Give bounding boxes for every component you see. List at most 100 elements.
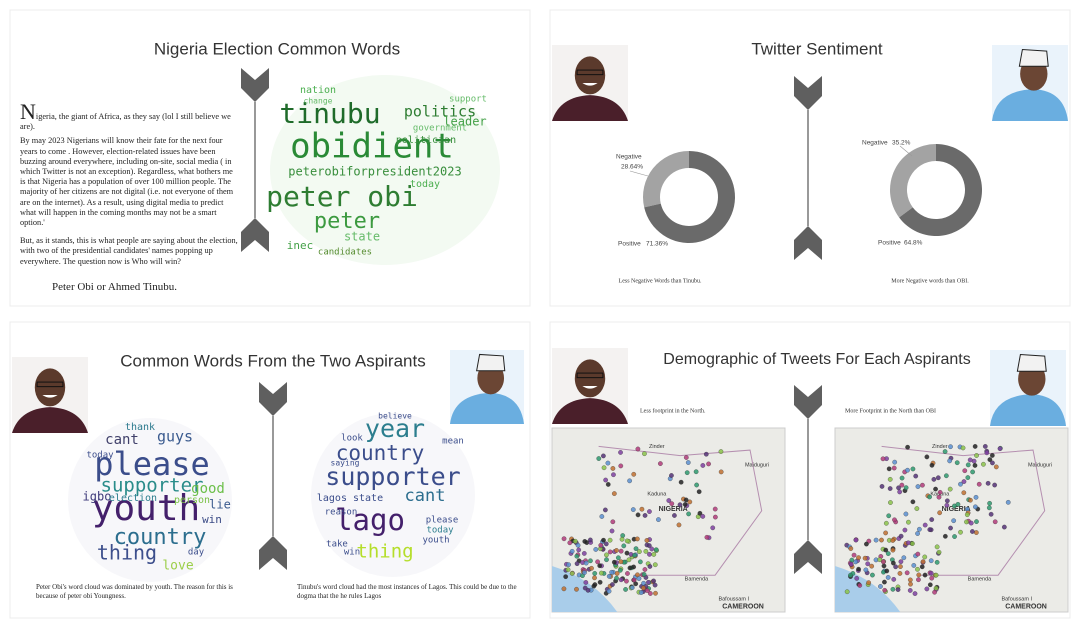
slice-label: 71.36% <box>646 241 668 248</box>
tweet-dot <box>890 538 896 543</box>
tweet-dot <box>651 552 657 557</box>
tweet-dot <box>976 481 982 487</box>
tweet-dot <box>865 561 871 567</box>
leader <box>899 145 913 157</box>
tweet-dot <box>638 590 644 595</box>
tweet-dot <box>617 567 623 573</box>
tweet-dot <box>928 570 934 576</box>
tweet-dot <box>913 473 919 479</box>
tweet-dot <box>844 589 850 595</box>
cloud-word: thing <box>356 541 413 563</box>
tweet-dot <box>896 485 901 491</box>
cloud-word: take <box>326 540 348 550</box>
tweet-dot <box>706 461 711 467</box>
donut-slice <box>890 143 936 218</box>
tweet-dot <box>883 530 888 536</box>
tweet-dot <box>974 453 979 458</box>
portrait-face <box>574 56 606 95</box>
tweet-dot <box>610 519 616 525</box>
tweet-dot <box>961 479 967 484</box>
caption: Peter Obi's word cloud was dominated by … <box>36 583 233 600</box>
chevron <box>794 385 822 419</box>
tweet-dot <box>601 537 606 543</box>
tweet-dot <box>862 555 868 561</box>
tweet-dot <box>645 580 651 585</box>
map-note: Less footprint in the North. <box>640 407 706 414</box>
tweet-dot <box>588 537 593 543</box>
tweet-dot <box>658 461 663 466</box>
tweet-dot <box>951 518 957 524</box>
tweet-dot <box>891 465 897 471</box>
paragraph: But, as it stands, this is what people a… <box>20 236 238 266</box>
tweet-dot <box>631 471 637 477</box>
tweet-dot <box>931 477 937 482</box>
place: Bafoussam I <box>718 597 749 603</box>
portrait-body <box>990 394 1066 426</box>
cloud-word: cant <box>105 432 139 448</box>
map-note: More Footprint in the North than OBI <box>845 408 936 414</box>
tweet-dot <box>967 457 973 463</box>
tweet-dot <box>574 561 580 566</box>
tweet-dot <box>892 517 897 523</box>
cloud-word: win <box>344 548 360 558</box>
tweet-dot <box>986 505 992 511</box>
cloud-word: peter <box>314 209 380 234</box>
cloud-word: lago <box>335 503 405 537</box>
cloud-word: please <box>426 516 459 526</box>
tweet-dot <box>853 559 859 565</box>
tweet-dot <box>623 587 628 592</box>
chevron <box>241 68 269 102</box>
tweet-dot <box>910 541 915 546</box>
place: Maiduguri <box>745 462 769 468</box>
tweet-dot <box>970 529 975 534</box>
tweet-dot <box>649 546 655 552</box>
cloud-word: today <box>410 179 440 190</box>
tweet-dot <box>696 489 702 495</box>
tweet-dot <box>898 533 904 539</box>
tweet-dot <box>642 451 647 457</box>
tweet-dot <box>965 475 971 480</box>
cloud-word: politician <box>396 135 456 146</box>
cloud-word: country <box>336 441 425 465</box>
tweet-dot <box>942 449 948 454</box>
tweet-dot <box>666 498 672 503</box>
tweet-dot <box>597 579 603 585</box>
tweet-dot <box>636 576 642 581</box>
tweet-dot <box>929 517 935 522</box>
tweet-dot <box>905 444 910 450</box>
tweet-dot <box>924 586 930 592</box>
tweet-dot <box>877 557 883 563</box>
tweet-dot <box>624 538 630 544</box>
tweet-dot <box>611 472 616 478</box>
tweet-dot <box>881 563 887 569</box>
tweet-dot <box>857 583 863 588</box>
slice-label: Positive <box>618 241 641 248</box>
cloud-word: tinubu <box>279 97 380 130</box>
tweet-dot <box>611 559 617 565</box>
tweet-dot <box>947 486 953 492</box>
tweet-dot <box>927 494 932 500</box>
tweet-dot <box>576 547 582 553</box>
tweet-dot <box>618 559 624 565</box>
cloud-word: cant <box>405 486 446 506</box>
cloud-shape <box>311 413 475 577</box>
tweet-dot <box>856 566 861 572</box>
tweet-dot <box>863 567 869 573</box>
place: CAMEROON <box>722 603 764 610</box>
tweet-dot <box>997 446 1003 451</box>
tweet-dot <box>599 514 605 519</box>
tweet-dot <box>609 569 614 575</box>
place: Bamenda <box>968 576 992 582</box>
tweet-dot <box>627 478 632 484</box>
tweet-dot <box>653 590 658 596</box>
tweet-dot <box>601 453 606 459</box>
place: Bamenda <box>685 576 709 582</box>
tweet-dot <box>682 502 688 507</box>
place: NIGERIA <box>942 506 971 513</box>
tweet-dot <box>686 511 691 517</box>
tweet-dot <box>907 577 913 583</box>
place: NIGERIA <box>659 506 688 513</box>
donut-slice <box>899 144 982 237</box>
tweet-dot <box>561 586 567 592</box>
